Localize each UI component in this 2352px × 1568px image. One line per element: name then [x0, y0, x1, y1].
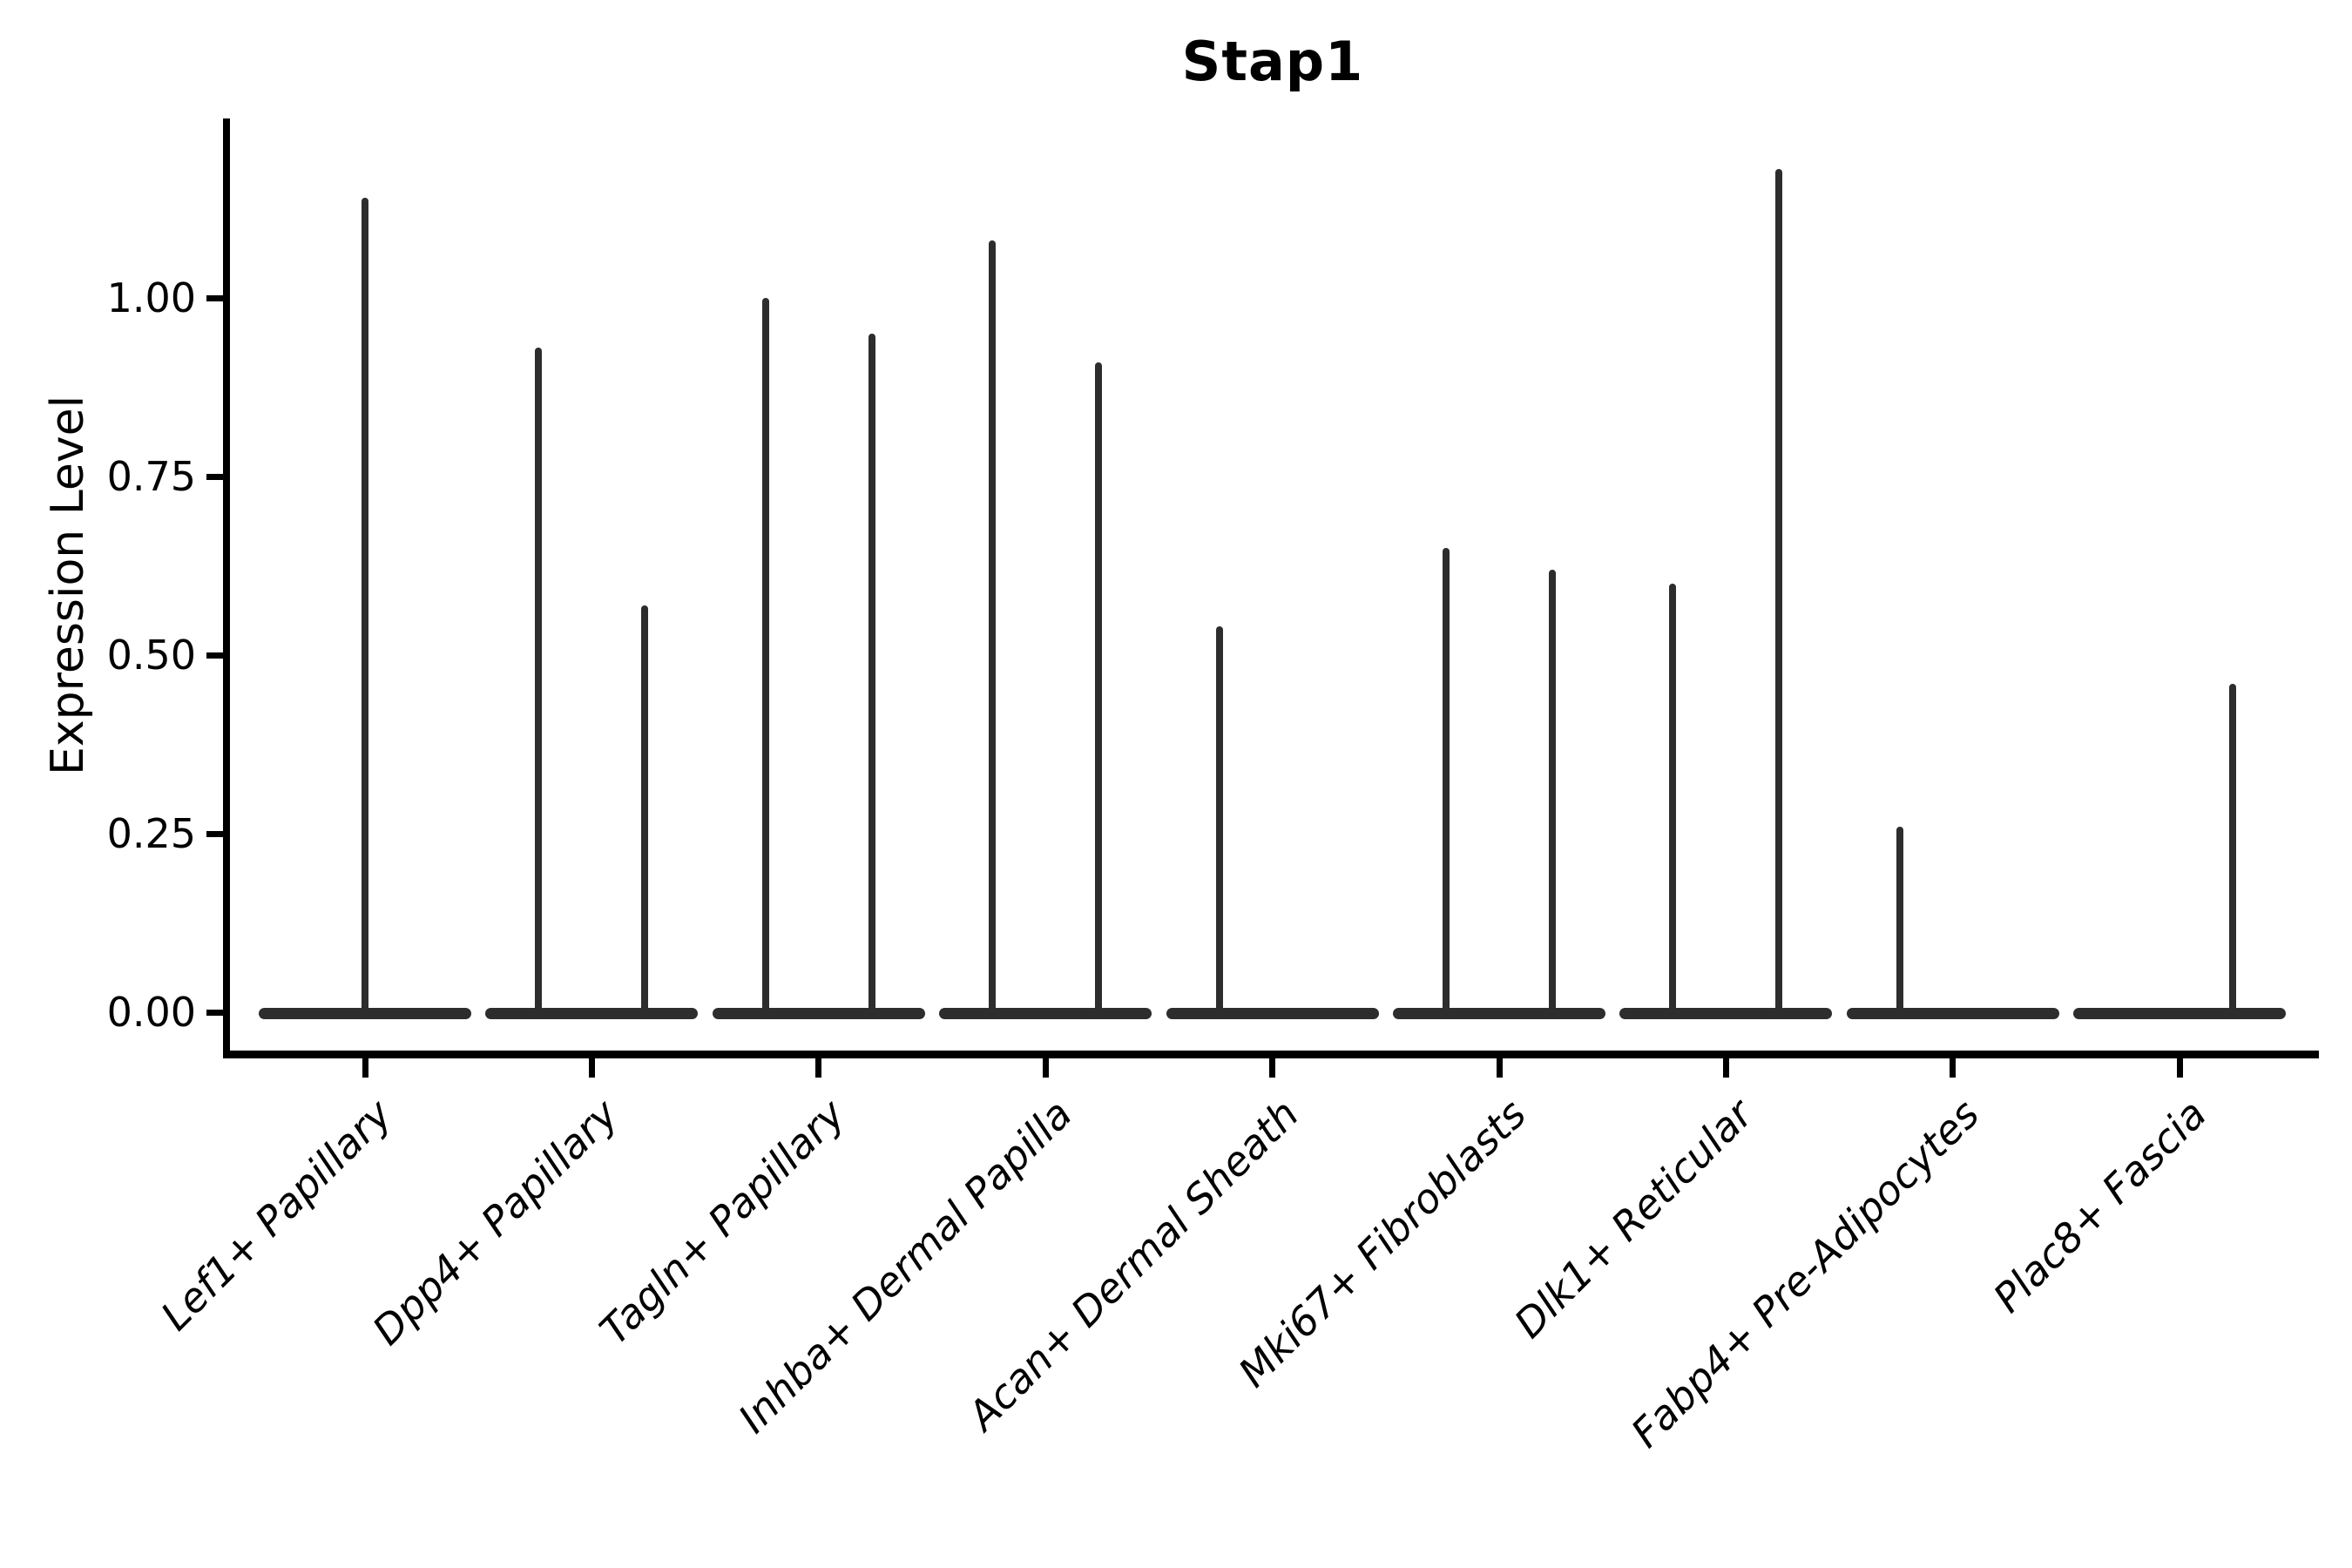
y-tick-label: 0.00 — [106, 989, 196, 1036]
y-tick-mark — [206, 473, 223, 480]
x-tick-mark — [1950, 1058, 1957, 1078]
y-tick-mark — [206, 294, 223, 301]
y-tick-mark — [206, 652, 223, 659]
x-tick-mark — [588, 1058, 595, 1078]
violin-spike — [641, 605, 649, 1014]
violin-spike — [989, 240, 997, 1014]
x-tick-mark — [362, 1058, 368, 1078]
x-tick-mark — [1496, 1058, 1503, 1078]
x-tick-label: Dlk1+ Reticular — [1504, 1090, 1762, 1348]
violin-spike — [1775, 169, 1783, 1014]
violin-spike — [1443, 548, 1450, 1014]
x-tick-mark — [815, 1058, 822, 1078]
violin-spike — [1215, 626, 1223, 1014]
y-tick-label: 0.50 — [106, 632, 196, 679]
y-tick-mark — [206, 830, 223, 837]
x-tick-mark — [1042, 1058, 1049, 1078]
violin-base — [485, 1008, 699, 1019]
violin-spike — [362, 198, 368, 1014]
violin-spike — [2229, 683, 2237, 1014]
violin-spike — [535, 348, 543, 1014]
x-tick-mark — [1269, 1058, 1276, 1078]
violin-base — [1393, 1008, 1605, 1019]
violin-base — [939, 1008, 1152, 1019]
violin-spike — [868, 334, 875, 1014]
x-tick-mark — [1722, 1058, 1729, 1078]
violin-spike — [1095, 362, 1103, 1014]
violin-spike — [1896, 826, 1903, 1014]
violin-base — [1166, 1008, 1379, 1019]
violin-spike — [1549, 569, 1556, 1014]
violin-spike — [761, 298, 769, 1014]
y-axis-spine — [223, 118, 230, 1058]
violin-spike — [1669, 584, 1677, 1014]
x-tick-mark — [2176, 1058, 2183, 1078]
violin-base — [1846, 1008, 2059, 1019]
y-tick-label: 1.00 — [106, 274, 196, 321]
x-tick-label: Plac8+ Fascia — [1984, 1090, 2215, 1321]
x-tick-label: Tagln+ Papillary — [591, 1090, 855, 1354]
x-tick-label: Lef1+ Papillary — [151, 1090, 401, 1340]
x-tick-label: Dpp4+ Papillary — [363, 1090, 628, 1355]
y-tick-label: 0.75 — [106, 453, 196, 500]
chart-title: Stap1 — [1181, 30, 1364, 93]
violin-base — [1619, 1008, 1833, 1019]
violin-base — [712, 1008, 925, 1019]
y-tick-label: 0.25 — [106, 810, 196, 857]
y-tick-mark — [206, 1009, 223, 1016]
violin-base — [2073, 1008, 2287, 1019]
x-axis-spine — [223, 1051, 2319, 1058]
y-axis-title: Expression Level — [42, 395, 94, 776]
